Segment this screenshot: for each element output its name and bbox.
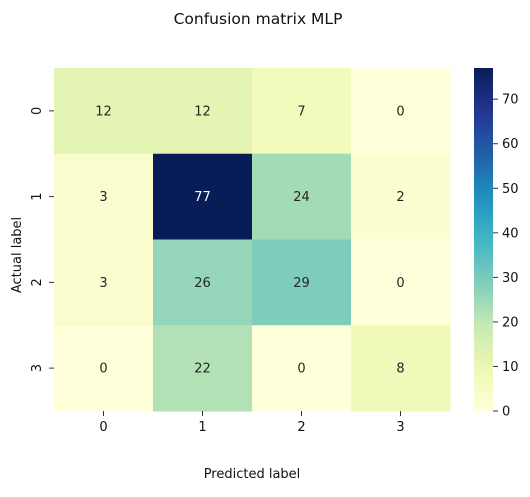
- chart-title: Confusion matrix MLP: [174, 10, 343, 28]
- colorbar-gradient: [474, 68, 493, 411]
- x-axis-label: Predicted label: [204, 467, 301, 482]
- heatmap-cell: [351, 153, 451, 240]
- heatmap-cell: [153, 68, 253, 155]
- cell-value-label: 0: [297, 362, 305, 377]
- colorbar-tick-label: 70: [502, 93, 519, 108]
- y-axis-label: Actual label: [10, 217, 25, 293]
- x-tick-label: 2: [297, 420, 305, 435]
- colorbar-tick-label: 20: [502, 315, 519, 330]
- cell-value-label: 0: [396, 104, 404, 119]
- colorbar-tick-label: 10: [502, 360, 519, 375]
- cell-value-label: 22: [194, 362, 211, 377]
- heatmap-cell: [351, 325, 451, 412]
- cell-value-label: 29: [293, 276, 310, 291]
- colorbar-tick-label: 40: [502, 226, 519, 241]
- cell-value-label: 7: [297, 104, 305, 119]
- cell-value-label: 0: [396, 276, 404, 291]
- heatmap-cell: [54, 153, 154, 240]
- cell-value-label: 77: [194, 190, 211, 205]
- heatmap-cell: [252, 325, 352, 412]
- heatmap-cell: [351, 239, 451, 326]
- cell-value-label: 26: [194, 276, 211, 291]
- cell-value-label: 2: [396, 190, 404, 205]
- y-tick-label: 0: [30, 107, 45, 115]
- heatmap-cell: [153, 325, 253, 412]
- y-tick-label: 3: [30, 364, 45, 372]
- heatmap-cell: [252, 153, 352, 240]
- colorbar-tick-label: 0: [502, 405, 510, 420]
- x-tick-label: 1: [198, 420, 206, 435]
- cell-value-label: 8: [396, 362, 404, 377]
- heatmap-cell: [153, 239, 253, 326]
- cell-value-label: 3: [99, 276, 107, 291]
- x-tick-label: 0: [99, 420, 107, 435]
- colorbar-tick-label: 60: [502, 137, 519, 152]
- heatmap-cell: [252, 68, 352, 155]
- y-tick-label: 1: [30, 192, 45, 200]
- heatmap-cells: 12 12 7 03 77 24 23 26 29 00 22 0 8: [54, 68, 451, 412]
- heatmap-cell: [54, 239, 154, 326]
- cell-value-label: 3: [99, 190, 107, 205]
- y-axis: 0 1 2 3: [30, 107, 54, 372]
- cell-value-label: 0: [99, 362, 107, 377]
- colorbar-tick-label: 50: [502, 182, 519, 197]
- heatmap-cell: [153, 153, 253, 240]
- heatmap-cell: [351, 68, 451, 155]
- cell-value-label: 12: [194, 104, 211, 119]
- colorbar-tick-label: 30: [502, 271, 519, 286]
- cell-value-label: 12: [95, 104, 112, 119]
- y-tick-label: 2: [30, 278, 45, 286]
- heatmap-cell: [252, 239, 352, 326]
- x-tick-label: 3: [396, 420, 404, 435]
- heatmap-cell: [54, 325, 154, 412]
- colorbar: 0 10 20 30 40 50 60 70: [474, 68, 519, 420]
- x-axis: 0 1 2 3: [99, 411, 405, 435]
- heatmap-cell: [54, 68, 154, 155]
- cell-value-label: 24: [293, 190, 310, 205]
